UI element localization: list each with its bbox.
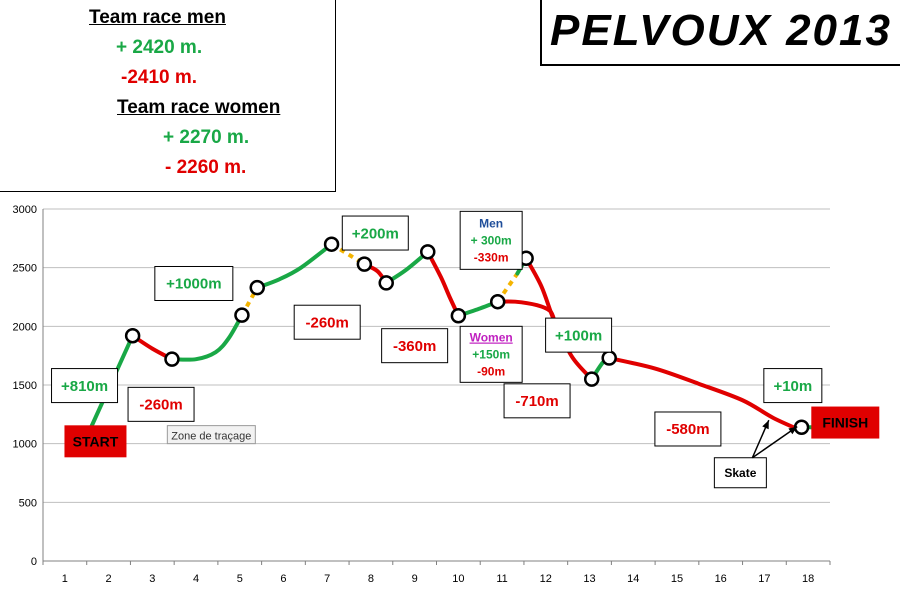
- women-heading: Team race women: [117, 97, 281, 118]
- annotation-text: -580m: [666, 421, 709, 438]
- checkpoint-marker: [234, 307, 250, 323]
- annotation-box: [154, 265, 234, 301]
- annotation-box: [127, 386, 195, 422]
- annotation-box: [51, 368, 119, 404]
- x-tick-label: 13: [583, 573, 595, 585]
- y-tick-label: 2500: [13, 263, 37, 275]
- men-loss: -2410 m.: [121, 67, 198, 88]
- skate-arrow: [751, 426, 798, 459]
- annotation-text: -710m: [515, 393, 558, 410]
- x-tick-label: 15: [671, 573, 683, 585]
- x-tick-label: 10: [452, 573, 464, 585]
- skate-arrowhead: [788, 426, 798, 435]
- skate-arrowhead: [762, 420, 769, 430]
- x-tick-label: 11: [496, 573, 507, 585]
- annotation-text: +810m: [61, 378, 108, 395]
- annotation-text: +200m: [352, 225, 399, 242]
- profile-segment-descent: [607, 356, 804, 433]
- x-tick-label: 14: [627, 573, 639, 585]
- checkpoint-marker: [583, 371, 600, 387]
- start-label-bg: [64, 425, 127, 458]
- annotation-box: [654, 411, 722, 447]
- annotation-text: +1000m: [166, 276, 221, 293]
- annotation-box: [293, 304, 361, 340]
- plot-area-tooltip-text: Zone de traçage: [171, 431, 251, 443]
- checkpoint-marker: [323, 236, 340, 252]
- y-tick-label: 1000: [13, 439, 37, 451]
- title-box: PELVOUX 2013: [540, 0, 900, 66]
- annotation-box: [341, 215, 409, 251]
- checkpoint-marker: [124, 327, 141, 344]
- y-tick-label: 1500: [13, 380, 37, 392]
- checkpoint-marker: [489, 293, 506, 310]
- annotation-text: -260m: [306, 314, 349, 331]
- annotation-text: -330m: [474, 251, 509, 265]
- finish-label: FINISH: [822, 415, 868, 431]
- x-tick-label: 12: [540, 573, 552, 585]
- men-gain: + 2420 m.: [116, 37, 203, 58]
- plot-area-tooltip: [166, 425, 256, 445]
- x-tick-label: 5: [237, 573, 243, 585]
- x-tick-label: 17: [758, 573, 770, 585]
- checkpoint-marker: [249, 279, 265, 296]
- x-tick-label: 16: [715, 573, 727, 585]
- annotation-text: -260m: [139, 397, 182, 414]
- annotation-text: +10m: [773, 378, 812, 395]
- x-tick-label: 9: [412, 573, 418, 585]
- x-tick-label: 3: [149, 573, 155, 585]
- x-tick-label: 1: [62, 573, 68, 585]
- annotation-text: -360m: [393, 338, 436, 355]
- annotation-text: -90m: [477, 365, 505, 379]
- annotation-text: Men: [479, 217, 503, 231]
- y-tick-label: 0: [31, 556, 37, 568]
- annotation-box: [503, 383, 571, 419]
- y-tick-label: 2000: [13, 321, 37, 333]
- x-tick-label: 6: [280, 573, 286, 585]
- x-tick-label: 4: [193, 573, 199, 585]
- annotation-text: Women: [470, 331, 513, 345]
- annotation-box: [459, 210, 523, 270]
- profile-segment-climb: [255, 242, 334, 290]
- checkpoint-marker: [378, 275, 394, 291]
- annotation-text: Skate: [724, 466, 756, 480]
- y-tick-label: 500: [19, 497, 37, 509]
- x-tick-label: 2: [106, 573, 112, 585]
- annotation-box: [713, 457, 767, 489]
- checkpoint-marker: [164, 351, 180, 367]
- x-tick-label: 7: [324, 573, 330, 585]
- annotation-text: +100m: [555, 327, 602, 344]
- start-label: START: [73, 433, 119, 449]
- annotation-text: + 300m: [471, 234, 512, 248]
- x-tick-label: 8: [368, 573, 374, 585]
- women-gain: + 2270 m.: [163, 127, 250, 148]
- checkpoint-marker: [601, 350, 617, 366]
- annotation-box: [545, 317, 613, 353]
- annotation-box: [381, 328, 449, 364]
- annotation-box: [763, 368, 823, 404]
- checkpoint-marker: [356, 256, 373, 272]
- y-tick-label: 3000: [13, 204, 37, 216]
- annotation-text: +150m: [472, 348, 510, 362]
- annotation-box: [459, 325, 523, 383]
- chart-title: PELVOUX 2013: [550, 6, 892, 55]
- checkpoint-marker: [450, 308, 467, 324]
- women-loss: - 2260 m.: [165, 157, 247, 178]
- men-heading: Team race men: [89, 7, 226, 28]
- profile-segment-descent: [425, 249, 461, 318]
- profile-segment-climb: [169, 313, 244, 362]
- finish-label-bg: [811, 406, 880, 439]
- x-tick-label: 18: [802, 573, 814, 585]
- checkpoint-marker: [420, 244, 436, 260]
- summary-box: Team race men + 2420 m. -2410 m. Team ra…: [0, 0, 336, 192]
- profile-segment-descent: [495, 299, 557, 324]
